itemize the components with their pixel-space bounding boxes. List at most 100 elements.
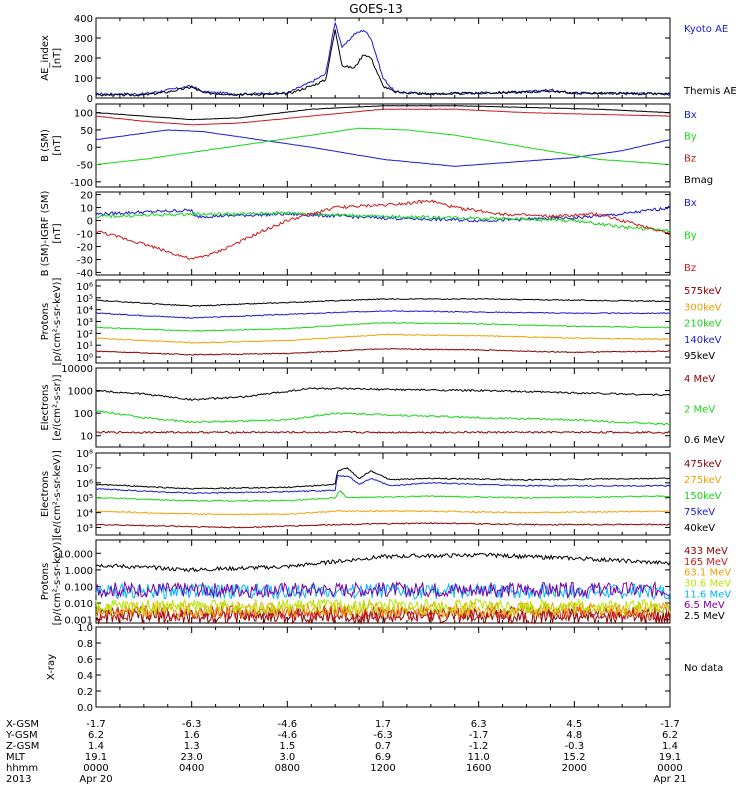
ephemeris-value: 1.5 bbox=[279, 741, 295, 752]
ephemeris-row-label: Z-GSM bbox=[6, 741, 39, 752]
ephemeris-row-label: 2013 bbox=[6, 774, 31, 785]
y-tick-label: -20 bbox=[77, 242, 93, 253]
legend-label: 275keV bbox=[684, 475, 722, 486]
legend-label: 210keV bbox=[684, 319, 722, 330]
ephemeris-value: -4.6 bbox=[278, 719, 298, 730]
legend-label: By bbox=[684, 231, 697, 242]
y-axis-label: Protons bbox=[40, 303, 51, 340]
panel-frame bbox=[95, 279, 671, 364]
series-line-210kev bbox=[95, 321, 671, 332]
y-tick-label: 0.4 bbox=[77, 671, 93, 682]
ephemeris-value: 0400 bbox=[179, 763, 204, 774]
panel-electrons2: 10³ 10⁴ 10⁵ 10⁶ 10⁷ 10⁸ Electrons [e/(cm²-s-sr-… bbox=[40, 449, 722, 538]
ephemeris-value: 1600 bbox=[466, 763, 491, 774]
y-tick-label: 100 bbox=[74, 74, 93, 85]
legend-label: Bx bbox=[684, 198, 697, 209]
y-tick-label: 10.000 bbox=[58, 549, 93, 560]
series-line-2-mev bbox=[95, 410, 671, 426]
legend-label: 165 MeV bbox=[684, 557, 728, 568]
ephemeris-value: -6.3 bbox=[373, 730, 393, 741]
series-line-bx bbox=[95, 129, 671, 167]
y-axis-label: Electrons bbox=[40, 471, 51, 517]
series-line-bz bbox=[95, 108, 671, 126]
series-line-6.5-mev bbox=[95, 580, 671, 600]
series-line-95kev bbox=[95, 297, 671, 307]
y-tick-label: 1000 bbox=[68, 387, 93, 398]
ephemeris-value: 1.4 bbox=[662, 741, 678, 752]
y-tick-label: 10⁴ bbox=[76, 509, 93, 520]
ephemeris-value: 1200 bbox=[370, 763, 395, 774]
panel-electrons1: 10 100 1000 10000 Electrons [e/(cm²-s-sr)] 4 M… bbox=[40, 364, 725, 448]
legend-label: 30.6 MeV bbox=[684, 579, 731, 590]
ephemeris-value: Apr 21 bbox=[653, 774, 686, 785]
y-tick-label: 10⁵ bbox=[76, 294, 93, 305]
legend-label: 140keV bbox=[684, 335, 722, 346]
ephemeris-value: 2000 bbox=[562, 763, 587, 774]
y-tick-label: 0.010 bbox=[64, 599, 93, 610]
y-tick-label: 10000 bbox=[61, 364, 93, 375]
legend-label: 95keV bbox=[684, 351, 715, 362]
ephemeris-value: 15.2 bbox=[563, 752, 585, 763]
y-tick-label: 200 bbox=[74, 54, 93, 65]
y-tick-label: 10⁸ bbox=[76, 449, 93, 460]
y-tick-label: 10¹ bbox=[76, 341, 93, 352]
y-tick-label: 10⁴ bbox=[76, 306, 93, 317]
y-tick-label: -10 bbox=[77, 230, 93, 241]
legend-label: 4 MeV bbox=[684, 374, 715, 385]
legend-label: 433 MeV bbox=[684, 546, 728, 557]
ephemeris-value: 23.0 bbox=[181, 752, 203, 763]
ephemeris-value: 1.4 bbox=[88, 741, 104, 752]
y-axis-label: [nT] bbox=[52, 135, 63, 155]
y-axis-label: [nT] bbox=[52, 48, 63, 68]
y-tick-label: -100 bbox=[70, 178, 93, 189]
no-data-note: No data bbox=[684, 663, 723, 674]
series-line-4-mev bbox=[95, 430, 671, 434]
y-tick-label: 0.001 bbox=[64, 616, 93, 627]
legend-label: 63.1 MeV bbox=[684, 568, 731, 579]
y-axis-label: [p/(cm²-s-sr-keV)] bbox=[52, 278, 63, 366]
y-tick-label: 20 bbox=[80, 191, 93, 202]
y-tick-label: -50 bbox=[77, 161, 93, 172]
legend-label: Bx bbox=[684, 110, 697, 121]
ephemeris-value: -1.7 bbox=[469, 730, 489, 741]
y-tick-label: -30 bbox=[77, 255, 93, 266]
ephemeris-value: 1.6 bbox=[184, 730, 200, 741]
series-line-300kev bbox=[95, 333, 671, 344]
series-line-30.6-mev bbox=[95, 597, 671, 616]
y-tick-label: 10 bbox=[80, 432, 93, 443]
legend-label: Bz bbox=[684, 263, 696, 274]
series-line-2.5-mev bbox=[95, 552, 671, 573]
legend-label: 575keV bbox=[684, 286, 722, 297]
y-axis-label: [nT] bbox=[52, 223, 63, 243]
ephemeris-value: 19.1 bbox=[659, 752, 681, 763]
legend-label: 11.6 MeV bbox=[684, 589, 731, 600]
ephemeris-value: 0000 bbox=[83, 763, 108, 774]
y-tick-label: 10² bbox=[76, 329, 93, 340]
ephemeris-value: 6.9 bbox=[375, 752, 391, 763]
y-tick-label: 10⁶ bbox=[76, 282, 93, 293]
panel-bsmigrf: -40 -30 -20-10 0 10 20 B (SM)-IGRF (SM) [nT] Bx B… bbox=[40, 191, 697, 280]
y-axis-label: [e/(cm²-s-sr-keV)] bbox=[52, 450, 63, 538]
y-tick-label: -40 bbox=[77, 268, 93, 279]
series-line-by bbox=[95, 211, 671, 234]
series-line-75kev bbox=[95, 474, 671, 495]
series-line-kyoto-ae bbox=[95, 21, 671, 96]
y-axis-label: Protons bbox=[40, 563, 51, 600]
y-tick-label: 10 bbox=[80, 204, 93, 215]
y-tick-label: 0.2 bbox=[77, 687, 93, 698]
ephemeris-row-label: Y-GSM bbox=[5, 730, 38, 741]
y-tick-label: 10⁷ bbox=[76, 464, 93, 475]
y-tick-label: 10⁶ bbox=[76, 479, 93, 490]
y-tick-label: 0.8 bbox=[77, 639, 93, 650]
series-line-63.1-mev bbox=[95, 600, 671, 619]
figure-title: GOES-13 bbox=[349, 2, 403, 16]
series-line-0.6-mev bbox=[95, 387, 671, 402]
y-axis-label: [e/(cm²-s-sr)] bbox=[52, 374, 63, 440]
legend-label: 6.5 MeV bbox=[684, 600, 725, 611]
ephemeris-value: 1.3 bbox=[184, 741, 200, 752]
y-axis-label: AE_index bbox=[40, 35, 51, 81]
series-line-140kev bbox=[95, 310, 671, 319]
legend-label: 75keV bbox=[684, 507, 715, 518]
legend-label: 2 MeV bbox=[684, 405, 715, 416]
